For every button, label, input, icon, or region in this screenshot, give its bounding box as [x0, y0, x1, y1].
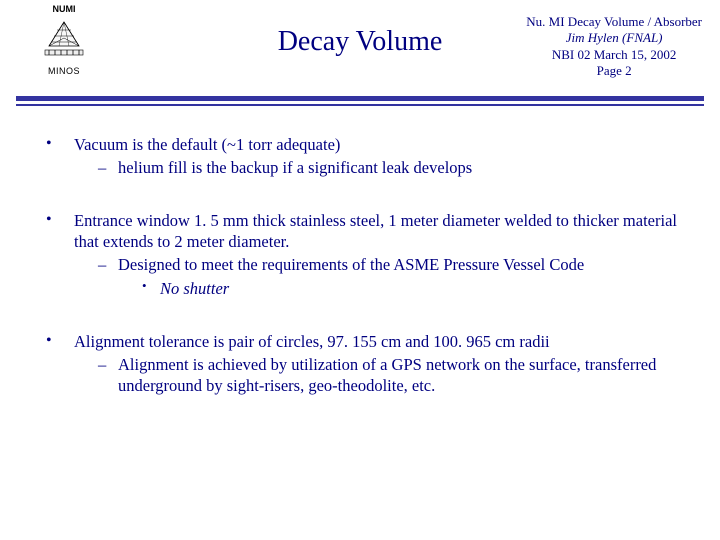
header-rule — [16, 96, 704, 106]
slide-meta: Nu. MI Decay Volume / Absorber Jim Hylen… — [526, 14, 702, 79]
meta-topic: Nu. MI Decay Volume / Absorber — [526, 14, 702, 30]
logo-block: NUMI MINOS — [24, 4, 104, 76]
numi-label: NUMI — [24, 4, 104, 14]
bullet-1: Vacuum is the default (~1 torr adequate)… — [40, 134, 680, 178]
bullet-2-sub-1-text: Designed to meet the requirements of the… — [118, 255, 584, 274]
bullet-2-text: Entrance window 1. 5 mm thick stainless … — [74, 211, 677, 251]
meta-date: NBI 02 March 15, 2002 — [526, 47, 702, 63]
bullet-2: Entrance window 1. 5 mm thick stainless … — [40, 210, 680, 298]
bullet-1-sub-1: helium fill is the backup if a significa… — [98, 157, 680, 178]
numi-logo-icon — [37, 16, 91, 60]
bullet-1-text: Vacuum is the default (~1 torr adequate) — [74, 135, 340, 154]
bullet-3-sub-1: Alignment is achieved by utilization of … — [98, 354, 680, 396]
slide-header: NUMI MINOS Decay Volum — [0, 0, 720, 96]
bullet-2-subsub-1: No shutter — [142, 278, 680, 299]
bullet-3: Alignment tolerance is pair of circles, … — [40, 331, 680, 396]
minos-label: MINOS — [24, 66, 104, 76]
bullet-2-sub-1: Designed to meet the requirements of the… — [98, 254, 680, 298]
meta-page: Page 2 — [526, 63, 702, 79]
bullet-3-text: Alignment tolerance is pair of circles, … — [74, 332, 550, 351]
meta-author: Jim Hylen (FNAL) — [526, 30, 702, 46]
slide-body: Vacuum is the default (~1 torr adequate)… — [0, 106, 720, 396]
